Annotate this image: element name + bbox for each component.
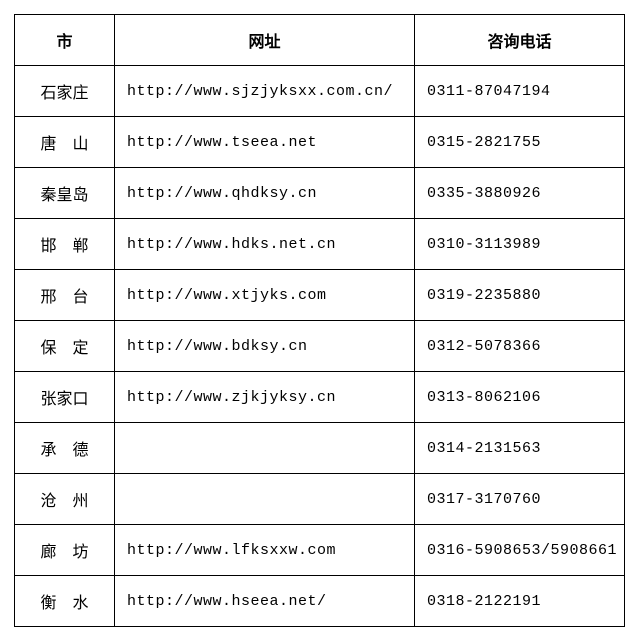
cell-url: http://www.xtjyks.com	[115, 270, 415, 321]
table-header-row: 市 网址 咨询电话	[15, 15, 625, 66]
table-row: 秦皇岛 http://www.qhdksy.cn0335-3880926	[15, 168, 625, 219]
cell-tel: 0312-5078366	[415, 321, 625, 372]
cell-tel: 0319-2235880	[415, 270, 625, 321]
table-row: 唐山 http://www.tseea.net0315-2821755	[15, 117, 625, 168]
cell-url: http://www.bdksy.cn	[115, 321, 415, 372]
table-row: 石家庄 http://www.sjzjyksxx.com.cn/0311-8704…	[15, 66, 625, 117]
cell-city: 衡水	[15, 576, 115, 627]
cell-city: 唐山	[15, 117, 115, 168]
cell-city: 承德	[15, 423, 115, 474]
city-label: 石家庄	[41, 79, 89, 103]
cell-url	[115, 423, 415, 474]
cell-url: http://www.hseea.net/	[115, 576, 415, 627]
table-row: 保定 http://www.bdksy.cn0312-5078366	[15, 321, 625, 372]
city-label: 沧州	[41, 487, 89, 511]
col-header-city: 市	[15, 15, 115, 66]
cell-tel: 0335-3880926	[415, 168, 625, 219]
cell-url: http://www.qhdksy.cn	[115, 168, 415, 219]
city-label: 邢台	[41, 283, 89, 307]
city-label: 保定	[41, 334, 89, 358]
cell-city: 石家庄	[15, 66, 115, 117]
cell-tel: 0311-87047194	[415, 66, 625, 117]
col-header-url: 网址	[115, 15, 415, 66]
table-row: 廊坊 http://www.lfksxxw.com0316-5908653/590…	[15, 525, 625, 576]
cell-url: http://www.sjzjyksxx.com.cn/	[115, 66, 415, 117]
table-body: 石家庄 http://www.sjzjyksxx.com.cn/0311-8704…	[15, 66, 625, 627]
cell-city: 邯郸	[15, 219, 115, 270]
cell-url: http://www.hdks.net.cn	[115, 219, 415, 270]
table-row: 邯郸 http://www.hdks.net.cn0310-3113989	[15, 219, 625, 270]
city-label: 衡水	[41, 589, 89, 613]
city-contact-table: 市 网址 咨询电话 石家庄 http://www.sjzjyksxx.com.cn…	[14, 14, 625, 627]
cell-tel: 0315-2821755	[415, 117, 625, 168]
col-header-tel: 咨询电话	[415, 15, 625, 66]
table-row: 承德 0314-2131563	[15, 423, 625, 474]
cell-city: 张家口	[15, 372, 115, 423]
city-label: 张家口	[41, 385, 89, 409]
city-label: 秦皇岛	[41, 181, 89, 205]
cell-city: 沧州	[15, 474, 115, 525]
table-row: 衡水 http://www.hseea.net/0318-2122191	[15, 576, 625, 627]
cell-city: 廊坊	[15, 525, 115, 576]
table-row: 邢台 http://www.xtjyks.com0319-2235880	[15, 270, 625, 321]
cell-url	[115, 474, 415, 525]
table-row: 张家口 http://www.zjkjyksy.cn0313-8062106	[15, 372, 625, 423]
cell-url: http://www.tseea.net	[115, 117, 415, 168]
table-row: 沧州 0317-3170760	[15, 474, 625, 525]
cell-city: 邢台	[15, 270, 115, 321]
cell-tel: 0313-8062106	[415, 372, 625, 423]
city-label: 承德	[41, 436, 89, 460]
cell-tel: 0314-2131563	[415, 423, 625, 474]
city-label: 唐山	[41, 130, 89, 154]
city-label: 邯郸	[41, 232, 89, 256]
cell-tel: 0310-3113989	[415, 219, 625, 270]
cell-tel: 0317-3170760	[415, 474, 625, 525]
cell-city: 保定	[15, 321, 115, 372]
cell-url: http://www.lfksxxw.com	[115, 525, 415, 576]
cell-tel: 0318-2122191	[415, 576, 625, 627]
cell-url: http://www.zjkjyksy.cn	[115, 372, 415, 423]
city-label: 廊坊	[41, 538, 89, 562]
cell-tel: 0316-5908653/5908661	[415, 525, 625, 576]
cell-city: 秦皇岛	[15, 168, 115, 219]
